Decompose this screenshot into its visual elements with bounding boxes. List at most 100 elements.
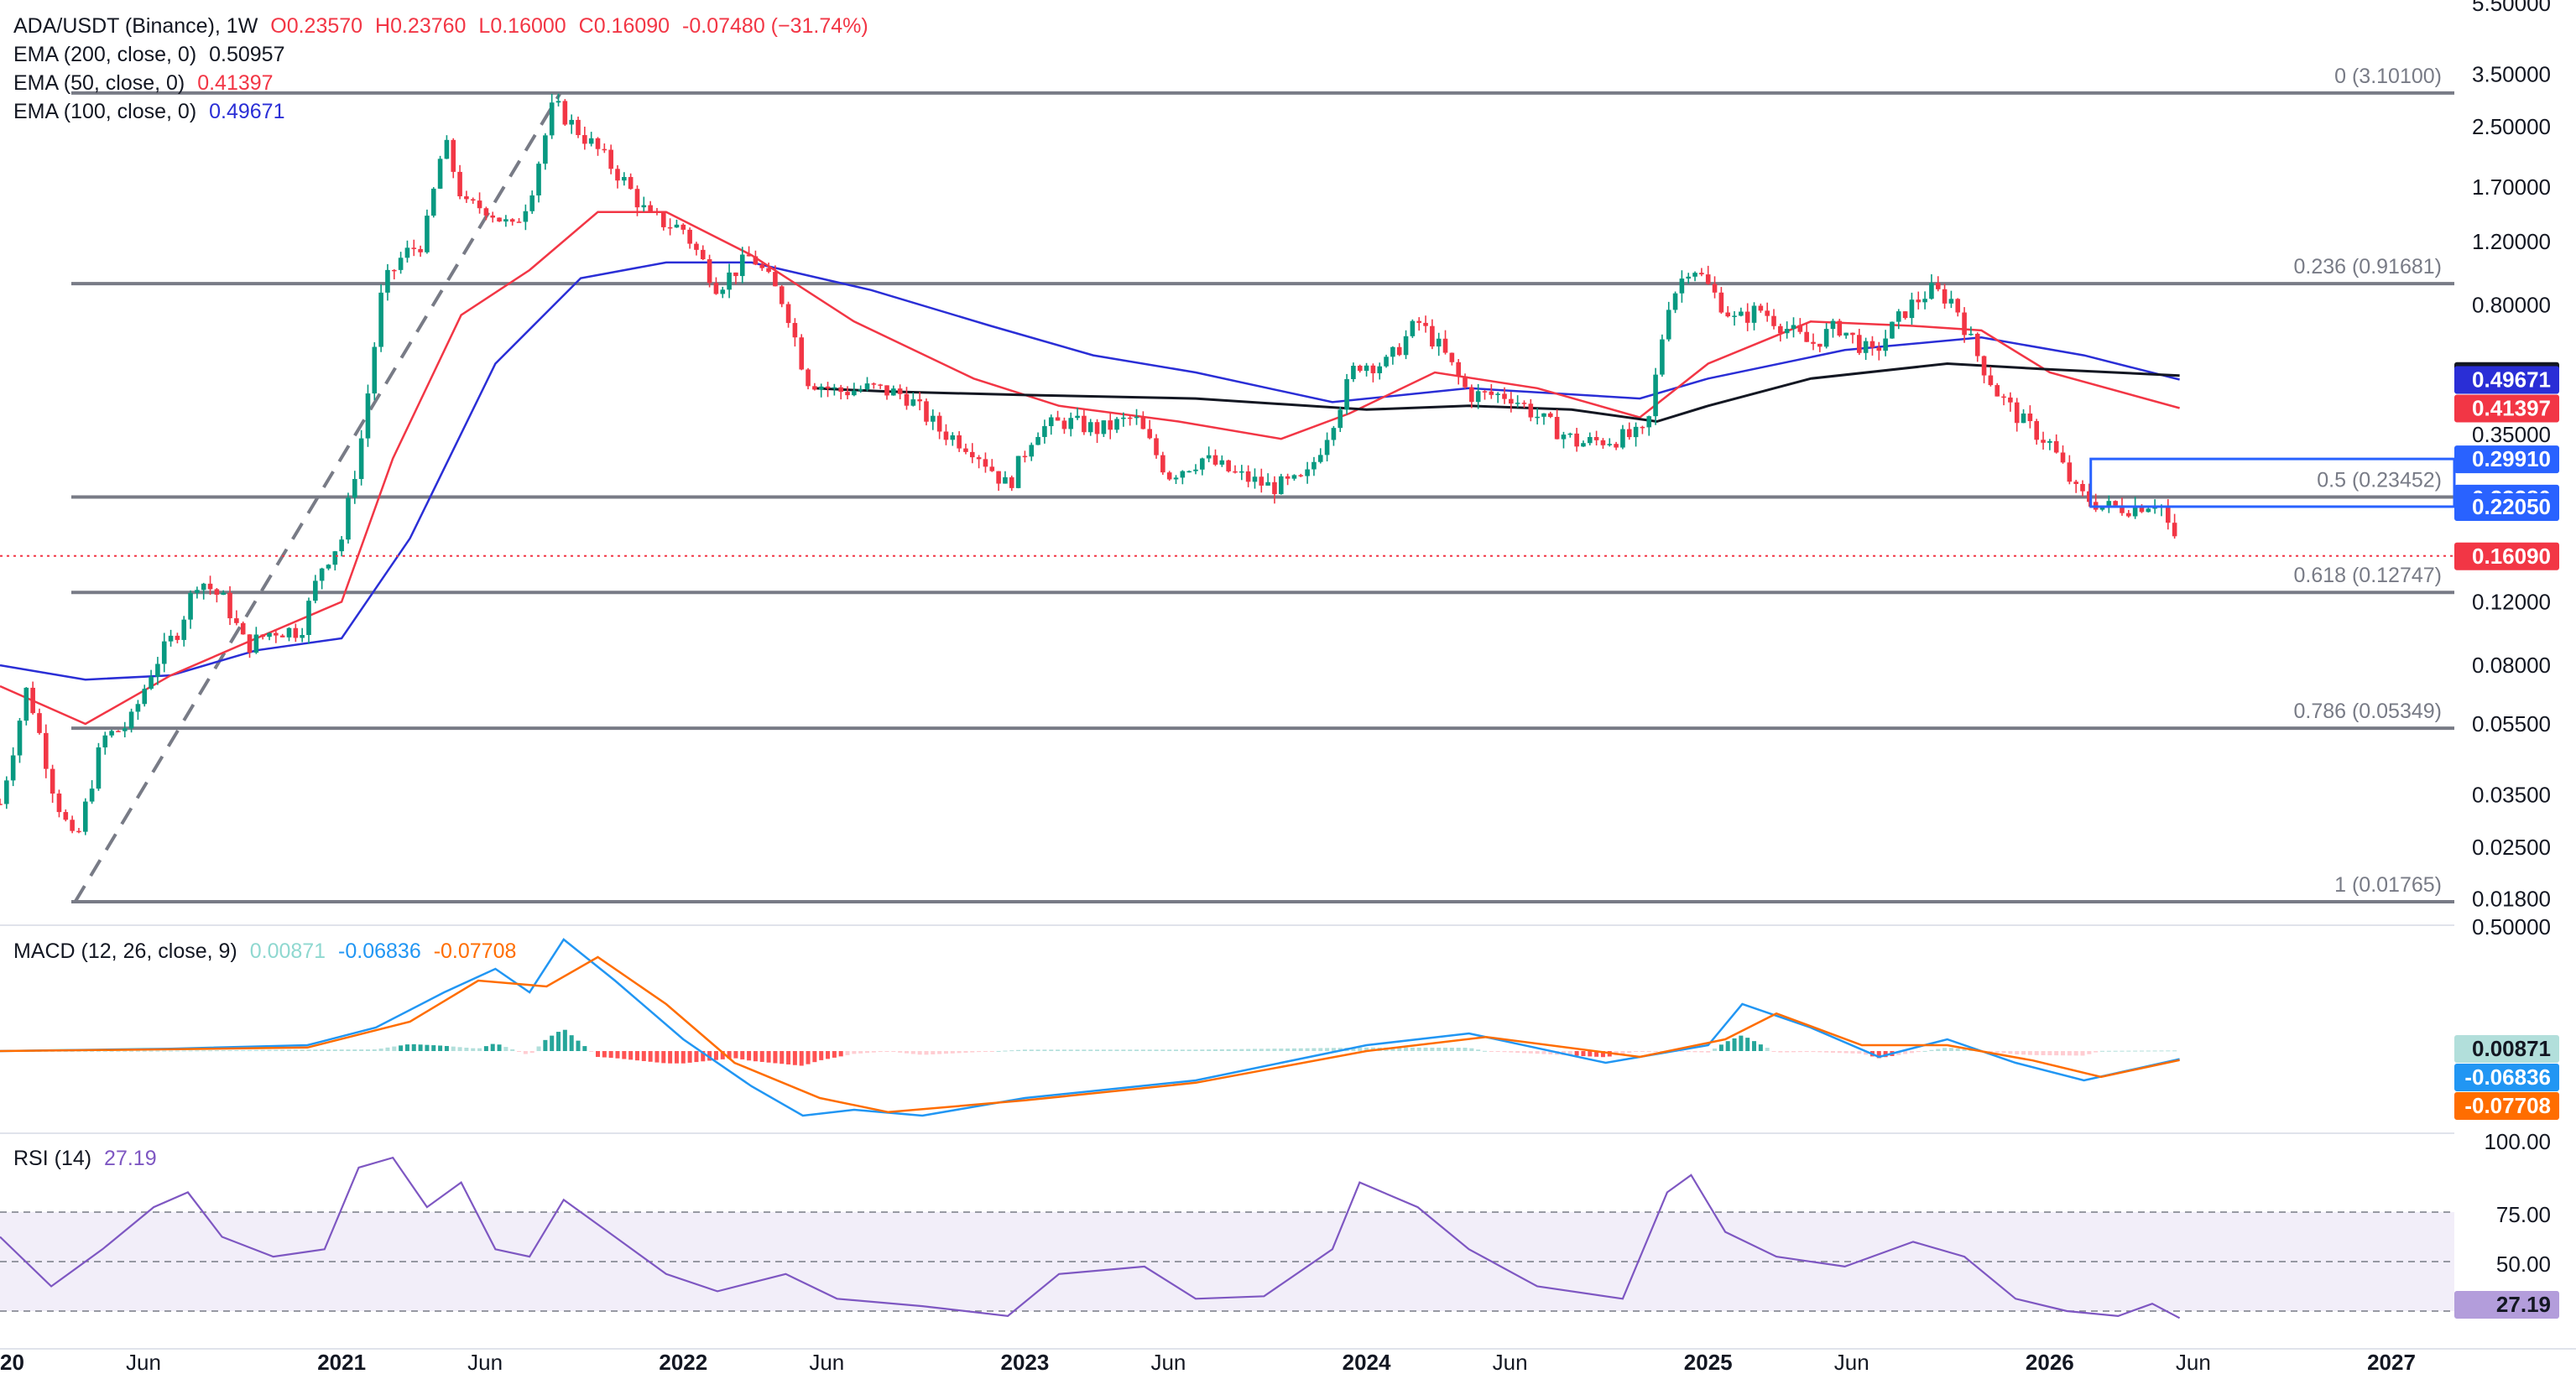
macd-histogram-bar [1843, 1051, 1849, 1054]
candle-body [1739, 311, 1744, 316]
ema200-legend[interactable]: EMA (200, close, 0) 0.50957 [0, 40, 875, 69]
candle-body [976, 457, 982, 460]
macd-histogram-bar [898, 1051, 903, 1053]
macd-histogram-bar [155, 1050, 160, 1052]
macd-histogram-bar [332, 1049, 337, 1051]
macd-histogram-bar [1797, 1051, 1802, 1053]
macd-histogram-bar [1745, 1038, 1750, 1051]
macd-histogram-bar [1824, 1051, 1829, 1053]
candle-body [1390, 346, 1395, 357]
macd-histogram-bar [792, 1051, 797, 1065]
macd-histogram-bar [1686, 1051, 1691, 1053]
macd-histogram-bar [878, 1051, 883, 1053]
macd-histogram-bar [326, 1049, 331, 1051]
candle-body [2165, 506, 2171, 523]
candle-body [1449, 352, 1455, 362]
candle-body [1811, 341, 1816, 344]
macd-histogram-bar [1699, 1051, 1704, 1053]
macd-histogram-bar [2054, 1051, 2059, 1056]
macd-histogram-bar [248, 1049, 253, 1051]
candle-body [989, 466, 995, 471]
candle-body [135, 704, 141, 712]
candle-body [1489, 391, 1494, 395]
candle-body [1482, 391, 1488, 393]
candle-body [503, 219, 508, 222]
candle-body [1856, 335, 1862, 353]
macd-legend[interactable]: MACD (12, 26, close, 9) 0.00871 -0.06836… [0, 937, 523, 965]
candle-body [1101, 420, 1107, 435]
candle-body [562, 101, 568, 125]
candle-body [1791, 325, 1796, 330]
rsi-tag-bg [2454, 1291, 2559, 1319]
macd-histogram-bar [832, 1051, 837, 1058]
macd-histogram-bar [116, 1050, 121, 1052]
candle-body [306, 601, 311, 636]
candle-body [1252, 476, 1258, 482]
macd-histogram-bar [425, 1044, 430, 1051]
candle-body [1403, 336, 1409, 356]
price-axis-tick: 0.01800 [2472, 886, 2551, 911]
candle-body [1883, 338, 1888, 351]
macd-histogram-bar [977, 1051, 982, 1053]
macd-histogram-bar [529, 1051, 534, 1054]
macd-histogram-bar [267, 1049, 272, 1051]
macd-signal-value: -0.07708 [433, 939, 517, 963]
candle-body [2120, 505, 2125, 513]
macd-histogram-bar [2021, 1051, 2026, 1055]
macd-histogram-bar [2087, 1051, 2092, 1054]
macd-histogram-bar [471, 1048, 476, 1051]
fib-level-label: 0.236 (0.91681) [2293, 255, 2442, 278]
macd-histogram-bar [418, 1044, 423, 1051]
candle-body [1890, 321, 1895, 339]
macd-histogram-bar [1430, 1047, 1435, 1051]
candle-body [1121, 417, 1126, 419]
macd-histogram-bar [1679, 1051, 1684, 1053]
macd-histogram-bar [2166, 1050, 2171, 1052]
candle-body [1955, 299, 1961, 313]
macd-histogram-bar [306, 1049, 311, 1051]
ema100-legend[interactable]: EMA (100, close, 0) 0.49671 [0, 97, 875, 126]
candle-body [1463, 376, 1468, 388]
candle-body [102, 735, 108, 748]
rsi-legend[interactable]: RSI (14) 27.19 [0, 1144, 164, 1173]
macd-histogram-bar [2047, 1051, 2052, 1056]
macd-histogram-bar [701, 1051, 706, 1062]
rsi-label: RSI (14) [13, 1147, 92, 1170]
candle-body [1009, 476, 1014, 488]
candle-body [1285, 476, 1291, 479]
candle-body [497, 217, 502, 222]
macd-histogram-bar [576, 1040, 581, 1051]
candle-body [845, 392, 850, 396]
candle-body [1160, 455, 1165, 473]
candle-body [2053, 440, 2059, 453]
candle-body [378, 292, 383, 347]
candle-body [425, 216, 430, 252]
time-axis-tick: 2021 [317, 1350, 366, 1375]
candle-body [1370, 365, 1376, 373]
macd-histogram-bar [1653, 1051, 1658, 1052]
macd-histogram-bar [1049, 1049, 1054, 1051]
candle-body [660, 212, 666, 227]
macd-histogram-bar [503, 1047, 508, 1051]
candle-body [398, 258, 404, 270]
macd-histogram-bar [1830, 1051, 1835, 1053]
macd-histogram-bar [2139, 1050, 2144, 1052]
macd-histogram-bar [733, 1051, 738, 1059]
candle-body [707, 259, 712, 284]
macd-histogram-bar [950, 1051, 955, 1054]
candle-body [1909, 299, 1915, 319]
trendline-dashed [73, 91, 562, 903]
macd-line-value: -0.06836 [338, 939, 421, 963]
macd-histogram-bar [1988, 1051, 1993, 1052]
macd-histogram-bar [622, 1051, 627, 1059]
ema50-legend[interactable]: EMA (50, close, 0) 0.41397 [0, 69, 875, 97]
candle-body [1048, 417, 1054, 427]
macd-histogram-bar [2106, 1050, 2111, 1052]
macd-histogram-bar [2133, 1050, 2138, 1052]
time-axis-tick: Jun [2176, 1350, 2211, 1375]
macd-histogram-bar [339, 1049, 344, 1051]
macd-histogram-bar [1502, 1051, 1507, 1053]
macd-histogram-bar [1594, 1051, 1599, 1057]
macd-histogram-bar [1548, 1051, 1553, 1055]
